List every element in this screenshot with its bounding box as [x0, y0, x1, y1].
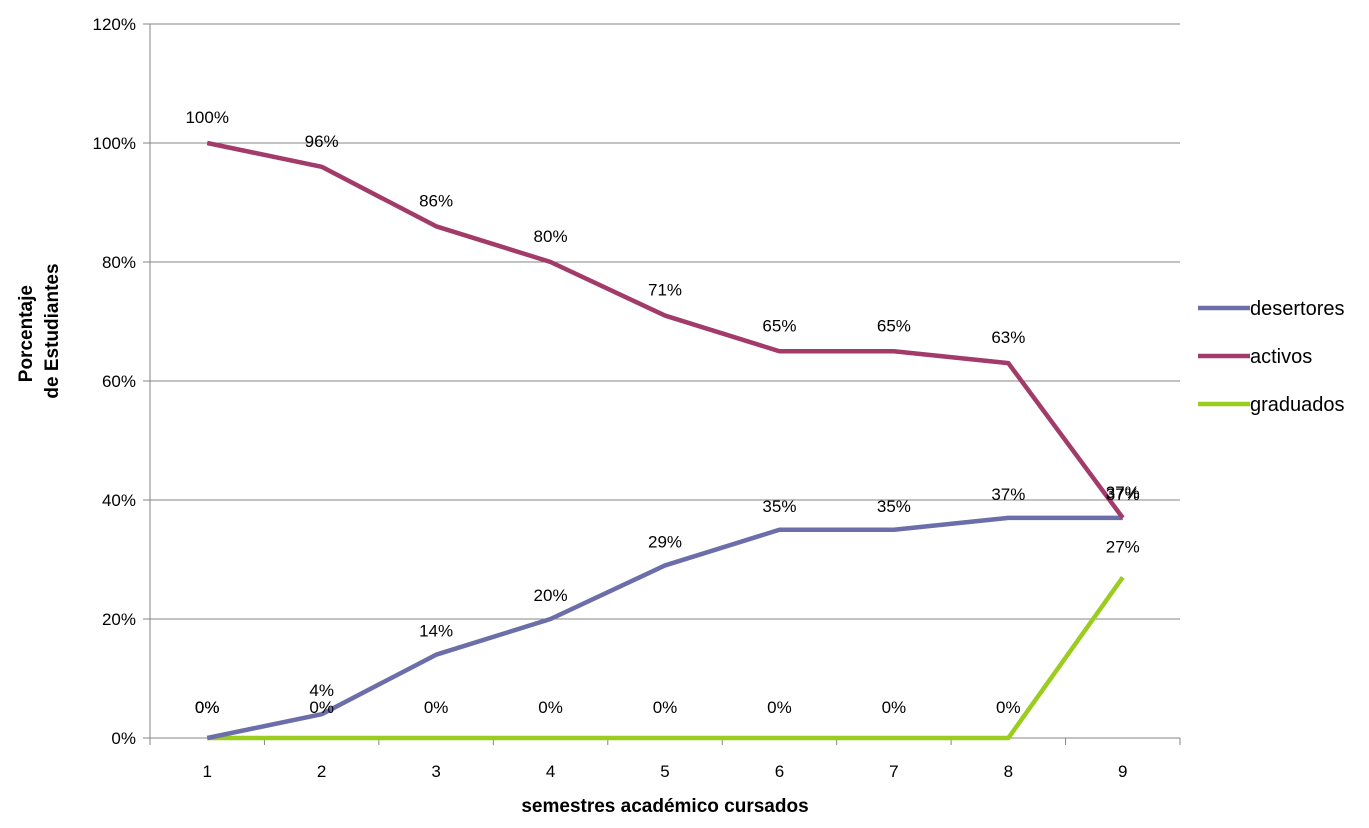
- y-tick-label: 0%: [111, 729, 136, 748]
- y-tick-label: 100%: [93, 134, 136, 153]
- data-label-desertores: 0%: [195, 698, 220, 717]
- data-label-graduados: 0%: [882, 698, 907, 717]
- y-tick-label: 60%: [102, 372, 136, 391]
- legend-label-graduados: graduados: [1250, 394, 1345, 416]
- series-line-graduados: [207, 576, 1125, 741]
- data-label-activos: 100%: [185, 108, 228, 127]
- y-axis-ticks: 0% 20% 40% 60% 80% 100% 120%: [93, 15, 150, 748]
- data-label-graduados: 0%: [195, 698, 220, 717]
- legend-label-activos: activos: [1250, 346, 1312, 368]
- data-labels: 0%4%14%20%29%35% 35%37% 37%100%96%86%80%71…: [185, 108, 1139, 717]
- y-tick-label: 20%: [102, 610, 136, 629]
- data-label-activos: 63%: [991, 328, 1025, 347]
- data-label-desertores: 4%: [309, 681, 334, 700]
- gridlines: [150, 23, 1180, 620]
- data-label-activos: 37%: [1106, 483, 1140, 502]
- data-label-graduados: 0%: [996, 698, 1021, 717]
- y-tick-label: 120%: [93, 15, 136, 34]
- x-tick-label: 7: [889, 762, 898, 781]
- data-label-graduados: 0%: [653, 698, 678, 717]
- y-tick-label: 80%: [102, 253, 136, 272]
- data-label-activos: 65%: [877, 316, 911, 335]
- x-tick-label: 5: [660, 762, 669, 781]
- data-label-activos: 71%: [648, 281, 682, 300]
- data-label-desertores: 35%: [877, 497, 911, 516]
- x-tick-label: 1: [202, 762, 211, 781]
- x-axis-title: semestres académico cursados: [521, 796, 808, 817]
- series-line-desertores: [206, 515, 1123, 741]
- x-axis-ticks: 1 2 3 4 5 6 7 8 9: [149, 738, 1181, 781]
- x-tick-label: 6: [775, 762, 784, 781]
- data-label-desertores: 37%: [1106, 485, 1140, 504]
- data-label-activos: 65%: [762, 316, 796, 335]
- y-tick-label: 40%: [102, 491, 136, 510]
- data-label-desertores: 37%: [991, 485, 1025, 504]
- data-label-activos: 80%: [534, 227, 568, 246]
- data-label-desertores: 35%: [762, 497, 796, 516]
- x-tick-label: 9: [1118, 762, 1127, 781]
- y-axis-title-line-2: de Estudiantes: [42, 263, 63, 398]
- x-tick-label: 3: [431, 762, 440, 781]
- data-label-graduados: 0%: [767, 698, 792, 717]
- data-label-graduados: 0%: [309, 698, 334, 717]
- data-label-activos: 86%: [419, 191, 453, 210]
- data-label-desertores: 20%: [534, 586, 568, 605]
- series-line-activos: [206, 140, 1125, 520]
- y-axis-title: Porcentaje de Estudiantes: [16, 263, 63, 398]
- data-label-graduados: 0%: [538, 698, 563, 717]
- y-axis-title-line-1: Porcentaje: [16, 285, 37, 382]
- data-label-desertores: 14%: [419, 622, 453, 641]
- x-tick-label: 2: [317, 762, 326, 781]
- legend-label-desertores: desertores: [1250, 298, 1345, 320]
- data-label-activos: 96%: [305, 132, 339, 151]
- x-tick-label: 8: [1004, 762, 1013, 781]
- data-label-graduados: 27%: [1106, 537, 1140, 556]
- legend: desertores activos graduados: [1198, 298, 1345, 416]
- series-lines: [206, 140, 1125, 741]
- data-label-graduados: 0%: [424, 698, 449, 717]
- data-label-desertores: 29%: [648, 532, 682, 551]
- x-tick-label: 4: [546, 762, 555, 781]
